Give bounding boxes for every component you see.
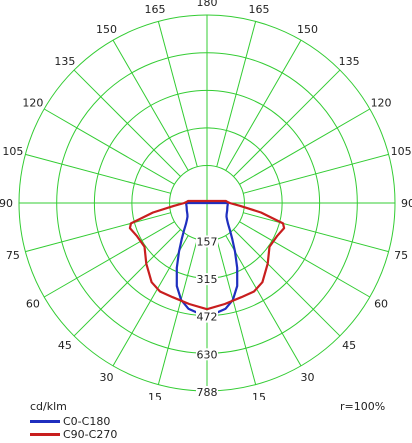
legend-label-c90-c270: C90-C270 — [63, 428, 118, 441]
angle-label-18: 90 — [0, 197, 13, 210]
angle-label-7: 75 — [394, 249, 408, 262]
grid-spoke-30 — [225, 235, 302, 367]
grid-spoke-345 — [157, 239, 198, 385]
radial-label-472: 472 — [197, 311, 218, 324]
angle-label-19: 105 — [2, 145, 23, 158]
grid-spoke-45 — [233, 229, 341, 337]
legend: cd/klm C0-C180 C90-C270 — [30, 400, 117, 441]
angle-label-22: 150 — [96, 23, 117, 36]
grid-spoke-330 — [112, 235, 189, 367]
chart-labels: 1801651501351201059075604530150153045607… — [0, 0, 412, 400]
grid-spoke-240 — [43, 108, 175, 185]
radial-label-bg-157 — [196, 235, 218, 248]
series-line-c90-c270 — [128, 199, 286, 311]
radial-label-157: 157 — [197, 235, 218, 248]
grid-spoke-135 — [233, 69, 341, 177]
legend-unit-label: cd/klm — [30, 400, 67, 413]
angle-label-4: 120 — [371, 97, 392, 110]
angle-label-16: 60 — [26, 298, 40, 311]
angle-label-3: 135 — [339, 55, 360, 68]
grid-spoke-120 — [239, 108, 371, 185]
grid-spoke-150 — [225, 39, 302, 171]
angle-label-20: 120 — [22, 97, 43, 110]
grid-spoke-315 — [73, 229, 181, 337]
angle-label-15: 45 — [58, 339, 72, 352]
grid-spoke-15 — [216, 239, 257, 385]
grid-spoke-285 — [25, 212, 171, 253]
angle-label-0: 180 — [197, 0, 218, 9]
radial-label-315: 315 — [197, 273, 218, 286]
angle-label-17: 75 — [6, 249, 20, 262]
angle-label-10: 30 — [301, 371, 315, 384]
angle-label-6: 90 — [401, 197, 412, 210]
radial-label-630: 630 — [197, 348, 218, 361]
radial-label-bg-472 — [196, 310, 218, 323]
grid-spoke-300 — [43, 221, 175, 298]
angle-label-1: 165 — [249, 3, 270, 16]
radial-label-bg-630 — [196, 348, 218, 361]
angle-label-2: 150 — [297, 23, 318, 36]
angle-label-8: 60 — [374, 298, 388, 311]
radial-label-bg-788 — [196, 386, 218, 398]
scale-note: r=100% — [340, 400, 386, 413]
angle-label-21: 135 — [54, 55, 75, 68]
radial-label-bg-315 — [196, 273, 218, 286]
grid-spoke-210 — [112, 39, 189, 171]
grid-spoke-195 — [157, 21, 198, 167]
legend-label-c0-c180: C0-C180 — [63, 415, 111, 428]
grid-spoke-60 — [239, 221, 371, 298]
polar-chart: 1801651501351201059075604530150153045607… — [0, 0, 412, 400]
legend-item-c0-c180: C0-C180 — [30, 415, 117, 428]
series-line-c0-c180 — [175, 201, 239, 315]
grid-spoke-75 — [243, 212, 389, 253]
angle-label-14: 30 — [100, 371, 114, 384]
angle-label-11: 15 — [252, 391, 266, 400]
grid-spoke-225 — [73, 69, 181, 177]
intensity-curves — [128, 199, 286, 315]
angle-label-23: 165 — [144, 3, 165, 16]
grid-spoke-165 — [216, 21, 257, 167]
legend-item-c90-c270: C90-C270 — [30, 428, 117, 441]
angle-label-13: 15 — [148, 391, 162, 400]
grid-spoke-255 — [25, 153, 171, 194]
radial-label-788: 788 — [197, 386, 218, 399]
angle-label-12: 0 — [204, 398, 211, 400]
grid-spoke-105 — [243, 153, 389, 194]
legend-swatch-c90-c270 — [30, 433, 60, 436]
angle-label-5: 105 — [391, 145, 412, 158]
angle-label-9: 45 — [342, 339, 356, 352]
legend-swatch-c0-c180 — [30, 420, 60, 423]
